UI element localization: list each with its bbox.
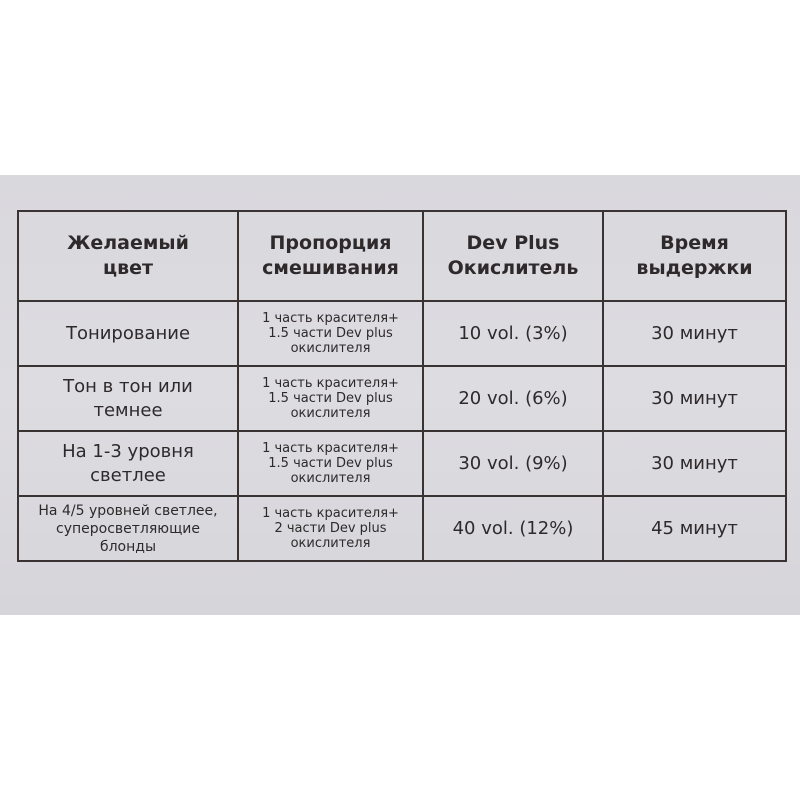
ratio-cell: 1 часть красителя+ 1.5 части Dev plus окис… [237, 365, 424, 432]
cell-line: Тонирование [65, 322, 191, 344]
time-cell: 45 минут [602, 495, 787, 562]
header-line: смешивания [262, 257, 399, 279]
cell-line: 1.5 части Dev plus [268, 326, 393, 341]
ratio-cell: 1 часть красителя+ 1.5 части Dev plus окис… [237, 300, 424, 367]
time-cell: 30 минут [602, 430, 787, 497]
header-line: выдержки [636, 257, 753, 279]
header-mixing-ratio: Пропорция смешивания [237, 210, 424, 302]
header-line: Желаемый [67, 232, 189, 254]
cell-line: На 1-3 уровня [62, 440, 194, 462]
table-row: На 4/5 уровней светлее, суперосветляющие б… [17, 495, 787, 562]
header-time: Время выдержки [602, 210, 787, 302]
cell-line: 1.5 части Dev plus [268, 456, 393, 471]
cell-line: окислителя [290, 471, 371, 486]
ratio-cell: 1 часть красителя+ 1.5 части Dev plus окис… [237, 430, 424, 497]
cell-line: окислителя [290, 406, 371, 421]
header-line: Dev Plus [466, 232, 560, 254]
developer-cell: 30 vol. (9%) [422, 430, 604, 497]
cell-line: окислителя [290, 341, 371, 356]
cell-line: 1 часть красителя+ [262, 506, 399, 521]
time-cell: 30 минут [602, 300, 787, 367]
developer-cell: 40 vol. (12%) [422, 495, 604, 562]
ratio-cell: 1 часть красителя+ 2 части Dev plus окисли… [237, 495, 424, 562]
cell-line: 1 часть красителя+ [262, 311, 399, 326]
developer-cell: 10 vol. (3%) [422, 300, 604, 367]
header-line: Окислитель [447, 257, 579, 279]
cell-line: светлее [90, 464, 166, 486]
cell-line: 1.5 части Dev plus [268, 391, 393, 406]
header-developer: Dev Plus Окислитель [422, 210, 604, 302]
cell-line: окислителя [290, 536, 371, 551]
header-desired-color: Желаемый цвет [17, 210, 239, 302]
cell-line: суперосветляющие [56, 520, 200, 537]
mixing-table: Желаемый цвет Пропорция смешивания Dev Plu… [17, 210, 787, 562]
time-cell: 30 минут [602, 365, 787, 432]
cell-line: темнее [93, 399, 163, 421]
color-cell: Тон в тон или темнее [17, 365, 239, 432]
header-line: Время [660, 232, 729, 254]
table-row: На 1-3 уровня светлее 1 часть красителя+ 1… [17, 430, 787, 497]
header-line: Пропорция [269, 232, 392, 254]
color-cell: Тонирование [17, 300, 239, 367]
table-header-row: Желаемый цвет Пропорция смешивания Dev Plu… [17, 210, 787, 302]
color-cell: На 1-3 уровня светлее [17, 430, 239, 497]
color-cell: На 4/5 уровней светлее, суперосветляющие б… [17, 495, 239, 562]
cell-line: На 4/5 уровней светлее, [38, 502, 218, 519]
table-row: Тонирование 1 часть красителя+ 1.5 части … [17, 300, 787, 367]
developer-cell: 20 vol. (6%) [422, 365, 604, 432]
table-row: Тон в тон или темнее 1 часть красителя+ 1.… [17, 365, 787, 432]
cell-line: блонды [99, 538, 157, 555]
cell-line: 1 часть красителя+ [262, 376, 399, 391]
cell-line: 2 части Dev plus [274, 521, 387, 536]
cell-line: 1 часть красителя+ [262, 441, 399, 456]
cell-line: Тон в тон или [63, 375, 193, 397]
header-line: цвет [102, 257, 153, 279]
